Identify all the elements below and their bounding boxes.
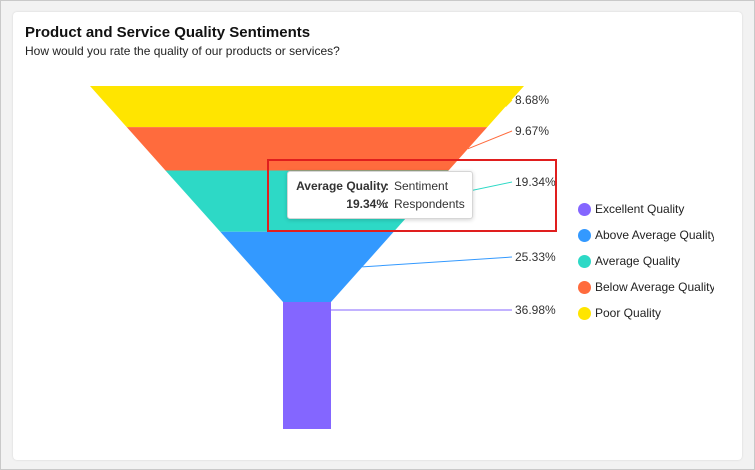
legend-label: Poor Quality xyxy=(595,306,662,320)
legend-label: Excellent Quality xyxy=(595,202,685,216)
data-label: 8.68% xyxy=(515,93,549,107)
legend-item-below-average[interactable]: Below Average Quality xyxy=(578,274,714,300)
legend-swatch xyxy=(578,280,591,294)
funnel-segment-above-average-quality[interactable] xyxy=(220,231,394,302)
legend-item-average[interactable]: Average Quality xyxy=(578,248,714,274)
tooltip-row: 19.34% : Respondents xyxy=(288,197,472,213)
funnel-segment-excellent-quality[interactable] xyxy=(283,302,331,429)
legend-swatch xyxy=(578,254,591,268)
legend-swatch xyxy=(578,306,591,320)
data-label-connector xyxy=(467,130,513,150)
chart-tooltip: Average Quality : Sentiment 19.34% : Res… xyxy=(287,171,473,219)
chart-subtitle: How would you rate the quality of our pr… xyxy=(25,44,340,58)
highlight-box xyxy=(267,159,557,232)
legend-label: Average Quality xyxy=(595,254,681,268)
data-label: 25.33% xyxy=(515,250,556,264)
tooltip-separator: : xyxy=(385,197,389,211)
legend-label: Above Average Quality xyxy=(595,228,714,242)
funnel-segment-poor-quality[interactable] xyxy=(90,86,524,128)
data-label: 9.67% xyxy=(515,124,549,138)
tooltip-separator: : xyxy=(385,179,389,193)
legend-item-poor[interactable]: Poor Quality xyxy=(578,300,714,326)
tooltip-key: 19.34% xyxy=(346,197,387,211)
legend-item-above-average[interactable]: Above Average Quality xyxy=(578,222,714,248)
tooltip-key: Average Quality xyxy=(296,179,387,193)
legend-swatch xyxy=(578,228,591,242)
data-label-connector xyxy=(505,99,513,107)
chart-legend: Excellent Quality Above Average Quality … xyxy=(578,196,714,326)
tooltip-row: Average Quality : Sentiment xyxy=(288,179,472,195)
tooltip-value: Sentiment xyxy=(394,179,449,193)
legend-item-excellent[interactable]: Excellent Quality xyxy=(578,196,714,222)
tooltip-value: Respondents xyxy=(394,197,465,211)
legend-label: Below Average Quality xyxy=(595,280,714,294)
chart-title: Product and Service Quality Sentiments xyxy=(25,24,311,41)
legend-swatch xyxy=(578,202,591,216)
data-label-connector xyxy=(362,256,513,268)
data-label: 19.34% xyxy=(515,175,556,189)
data-label: 36.98% xyxy=(515,303,556,317)
